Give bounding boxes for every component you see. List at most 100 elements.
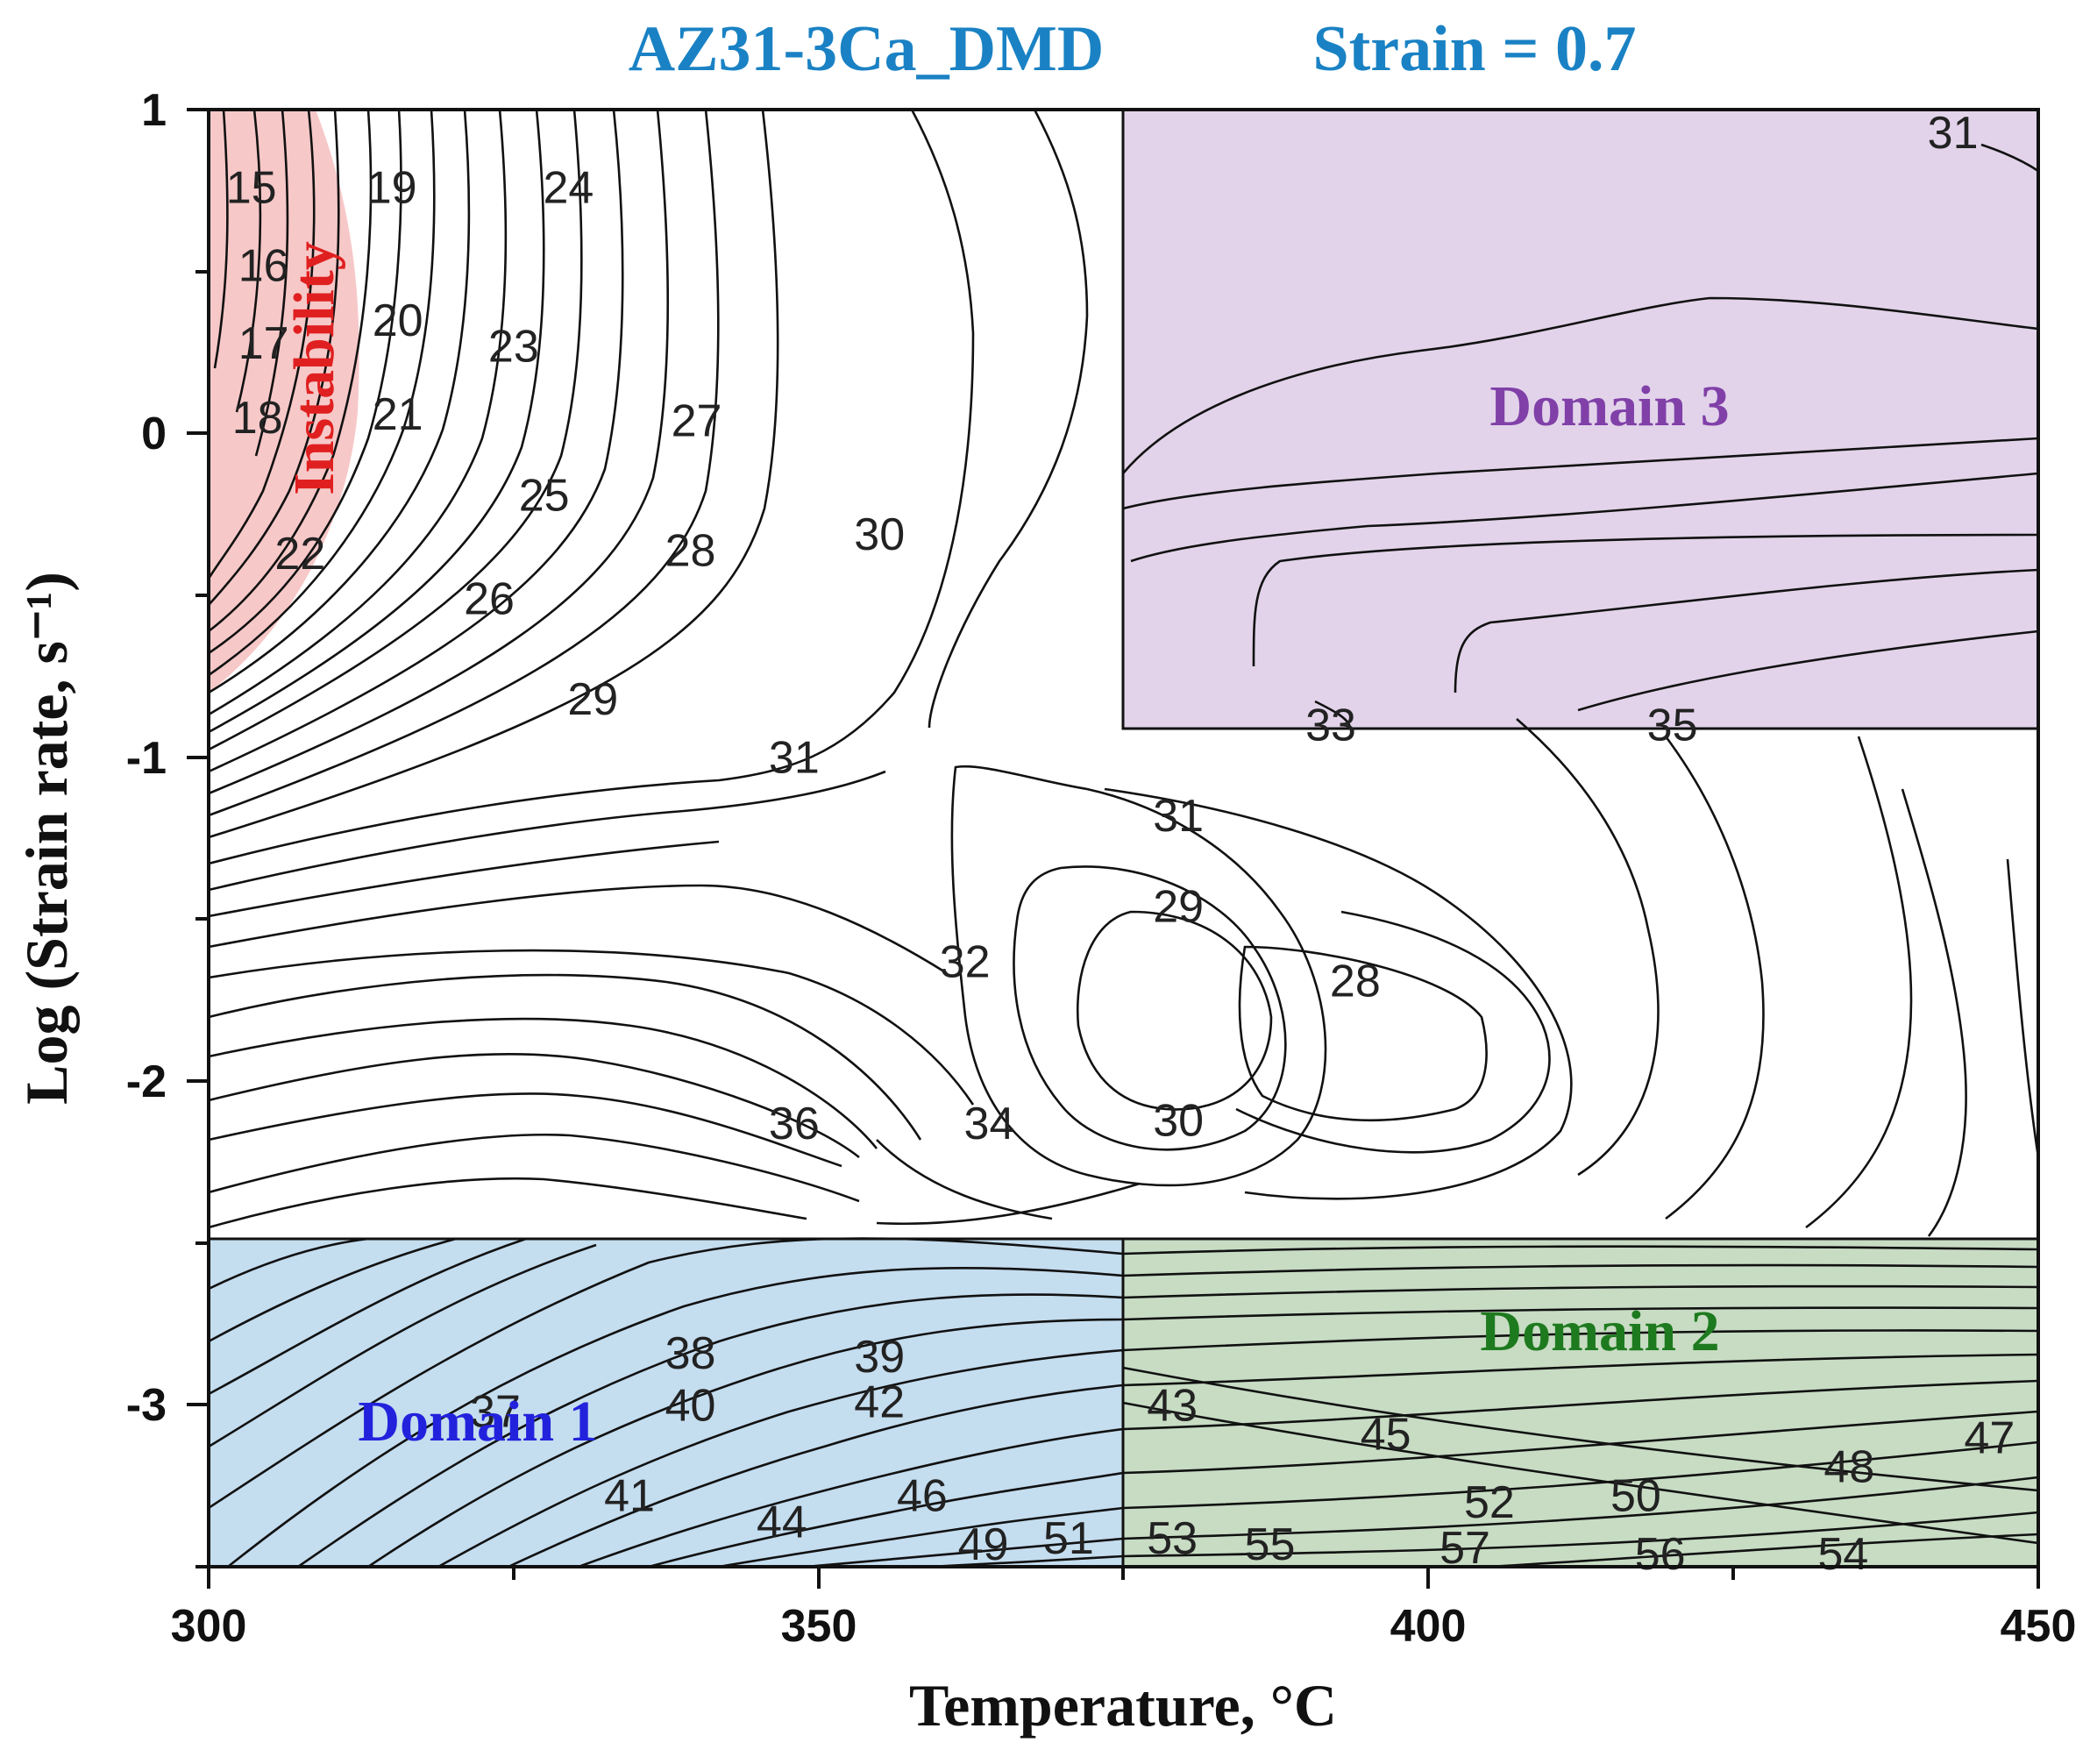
contour-value-label: 34 (964, 1099, 1015, 1149)
contour-line (208, 884, 948, 975)
contour-line (1516, 718, 1660, 1177)
contour-line (254, 109, 289, 457)
contour-value-label: 51 (1043, 1513, 1094, 1564)
x-tick-label: 350 (781, 1601, 857, 1652)
contour-line (207, 109, 316, 580)
contour-line (297, 1293, 1124, 1568)
contour-line (208, 109, 471, 694)
contour-line (208, 1092, 842, 1168)
contour-value-label: 36 (769, 1099, 820, 1149)
contour-value-label: 30 (854, 509, 905, 560)
y-tick-label: -1 (126, 733, 167, 784)
contour-line (578, 1427, 1124, 1568)
contour-value-label: 43 (1147, 1380, 1198, 1431)
contour-line (1122, 1401, 2039, 1545)
contour-line (208, 109, 402, 655)
contour-labels: 15 16 17 18 19 20 21 22 23 24 25 26 27 28 29 30 31 32 36 34… (226, 108, 2015, 1580)
contour-line (950, 765, 1327, 1187)
contour-line (1454, 568, 2039, 694)
contour-line (1238, 945, 1488, 1122)
contour-line (208, 840, 720, 918)
contour-value-label: 48 (1823, 1442, 1874, 1493)
contour-line (208, 973, 922, 1141)
contour-value-label: 15 (226, 163, 277, 214)
contour-line (1104, 787, 1573, 1200)
contour-line (1664, 736, 1765, 1220)
contour-value-label: 18 (232, 393, 283, 444)
contour-value-label: 31 (769, 733, 820, 784)
contour-value-label: 29 (567, 674, 618, 725)
contour-value-label: 30 (1153, 1095, 1204, 1146)
contour-line (367, 1318, 1124, 1568)
contour-line (208, 109, 583, 751)
contour-value-label: 31 (1928, 108, 1979, 159)
domain-3-region (1123, 110, 2038, 729)
contour-line (1013, 865, 1287, 1151)
regions-layer (209, 110, 2038, 1567)
contour-line (806, 1537, 1124, 1568)
contour-line (1235, 910, 1551, 1154)
contour-line (876, 1139, 1053, 1220)
contour-value-label: 17 (238, 318, 289, 369)
contour-line (876, 1182, 1141, 1226)
contour-line (1489, 1533, 2039, 1568)
contour-value-label: 45 (1361, 1410, 1411, 1461)
instability-region (209, 110, 359, 693)
contour-value-label: 27 (672, 396, 722, 447)
contour-line (208, 1017, 878, 1149)
contour-value-label: 20 (373, 295, 423, 346)
contour-line (208, 1243, 597, 1448)
contour-line (508, 1383, 1124, 1568)
x-tick-label: 450 (2001, 1601, 2077, 1652)
x-tick-label: 300 (171, 1601, 247, 1652)
contour-line (1122, 1353, 2039, 1387)
contour-line (208, 1237, 457, 1343)
contour-value-label: 32 (940, 936, 991, 987)
contour-value-label: 24 (544, 163, 594, 214)
contour-value-label: 42 (854, 1377, 905, 1428)
chart-title: AZ31-3Ca_DMD (629, 13, 1105, 85)
contour-line (208, 109, 508, 716)
contour-value-label: 38 (665, 1328, 716, 1379)
contour-line (208, 109, 670, 795)
contour-line (1314, 700, 1352, 729)
contour-value-label: 40 (665, 1380, 716, 1431)
tick-labels: 300 350 400 450 1 0 -1 -2 -3 (126, 85, 2077, 1652)
contour-line (1122, 296, 2039, 474)
contour-value-label: 28 (665, 525, 716, 576)
contour-value-label: 23 (488, 322, 539, 373)
contour-line (1252, 533, 2039, 667)
contour-line (1122, 1329, 2039, 1352)
contour-value-label: 35 (1647, 701, 1698, 751)
contour-value-label: 22 (274, 529, 325, 580)
domain-3-label: Domain 3 (1489, 374, 1729, 438)
contour-line (208, 1237, 1124, 1510)
x-axis-title: Temperature, °C (909, 1672, 1337, 1739)
contour-lines (207, 109, 2040, 1568)
contour-line (208, 109, 975, 865)
contour-line (928, 109, 1089, 729)
contour-value-label: 53 (1147, 1513, 1198, 1564)
contour-line (1122, 1306, 2039, 1321)
contour-value-label: 33 (1305, 701, 1356, 751)
contour-value-label: 39 (854, 1332, 905, 1383)
y-tick-label: -2 (126, 1056, 167, 1107)
instability-label: Instability (282, 241, 346, 495)
contour-line (1122, 1476, 2039, 1540)
y-tick-label: -3 (126, 1380, 167, 1431)
domain-1-label: Domain 1 (358, 1390, 597, 1454)
contour-line (1122, 437, 2039, 510)
contour-line (208, 949, 975, 1106)
contour-line (208, 1133, 860, 1203)
contour-line (1122, 1440, 2039, 1510)
contour-line (208, 1052, 860, 1159)
contour-line (1805, 736, 1913, 1229)
contour-line (1577, 629, 2039, 712)
contour-line (208, 109, 436, 677)
contour-line (208, 770, 886, 892)
y-tick-label: 1 (141, 85, 167, 136)
contour-line (208, 1237, 527, 1396)
contour-line (1122, 1366, 2039, 1492)
